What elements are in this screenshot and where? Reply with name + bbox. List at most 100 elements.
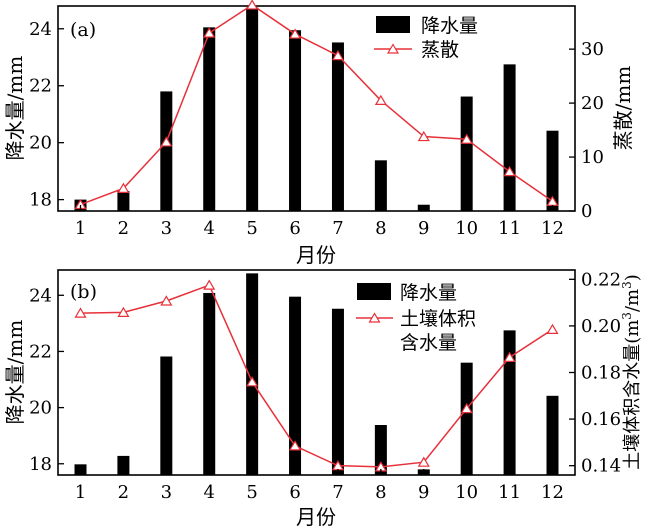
y-axis-title: 降水量/mm (3, 320, 27, 425)
x-axis-title: 月份 (296, 505, 336, 528)
x-tick-label: 8 (375, 482, 386, 503)
bars-precipitation (74, 7, 559, 212)
line-soil-water-content (74, 279, 559, 472)
y2-tick-label: 20 (581, 93, 604, 114)
y2-axis-title-mid: /m (622, 289, 643, 312)
y2-tick-label: 0.22 (581, 269, 621, 290)
point-8 (374, 94, 387, 106)
point-1 (74, 307, 87, 318)
point-4 (203, 27, 216, 38)
y2-axis-title-sup2: 3 (620, 281, 634, 289)
point-6 (288, 440, 302, 451)
x-tick-label: 2 (118, 482, 129, 503)
legend-label-soil-water-line2: 含水量 (400, 332, 457, 354)
x-axis-ticks: 1 2 3 4 5 6 7 8 9 10 11 12 (75, 205, 564, 239)
x-tick-label: 7 (332, 482, 343, 503)
x-tick-label: 12 (541, 218, 564, 239)
bar-3 (160, 356, 173, 475)
y2-tick-label: 30 (581, 39, 604, 60)
x-tick-label: 6 (289, 218, 300, 239)
x-tick-label: 10 (455, 218, 478, 239)
x-tick-label: 3 (161, 218, 172, 239)
y-tick-label: 20 (29, 133, 52, 154)
y2-axis-title: 土壤体积含水量(m3/m3) (620, 274, 643, 470)
y2-tick-label: 0 (581, 201, 592, 222)
y-tick-label: 18 (29, 190, 52, 211)
plot-frame (57, 5, 576, 212)
y2-tick-label: 0.20 (581, 316, 621, 337)
y-axis-right-ticks: 0 10 20 30 (569, 39, 604, 222)
y-tick-label: 24 (29, 19, 52, 40)
legend-label-evapotranspiration: 蒸散 (421, 39, 459, 61)
bar-2 (117, 455, 130, 475)
y-tick-label: 24 (29, 285, 52, 306)
x-tick-label: 11 (498, 482, 521, 503)
bar-8 (374, 425, 387, 475)
x-tick-label: 1 (75, 218, 86, 239)
point-11 (503, 351, 516, 362)
y2-tick-label: 10 (581, 147, 604, 168)
bar-12 (546, 395, 559, 475)
x-tick-label: 1 (75, 482, 86, 503)
x-tick-label: 4 (204, 218, 215, 239)
point-12 (546, 323, 559, 335)
point-10 (460, 133, 473, 144)
point-4 (203, 279, 216, 290)
y-axis-left-ticks: 18 20 22 24 (29, 285, 64, 475)
bar-4 (203, 293, 216, 475)
line-evapotranspiration (74, 0, 559, 210)
x-tick-label: 8 (375, 218, 386, 239)
point-3 (160, 295, 173, 306)
panel-label: (a) (70, 19, 96, 41)
y-tick-label: 22 (29, 76, 52, 97)
x-axis-ticks: 1 2 3 4 5 6 7 8 9 10 11 12 (75, 469, 564, 503)
x-tick-label: 5 (246, 482, 257, 503)
y2-axis-title-end: ) (622, 274, 643, 281)
legend-label-precipitation: 降水量 (400, 282, 457, 304)
bars-precipitation (74, 273, 559, 475)
legend-marker-soil-water (368, 312, 381, 323)
legend: 降水量 蒸散 (374, 15, 478, 61)
y2-tick-label: 0.16 (581, 409, 621, 430)
y-axis-title: 降水量/mm (3, 56, 27, 161)
point-5 (246, 376, 259, 387)
bar-6 (289, 30, 302, 212)
y2-axis-title: 蒸散/mm (611, 66, 635, 151)
point-6 (288, 28, 302, 39)
y-tick-label: 18 (29, 454, 52, 475)
x-tick-label: 3 (161, 482, 172, 503)
x-tick-label: 11 (498, 218, 521, 239)
series-line (80, 4, 553, 206)
legend-label-soil-water-line1: 土壤体积 (400, 308, 476, 330)
x-tick-label: 5 (246, 218, 257, 239)
legend-marker-evapotranspiration (386, 43, 400, 54)
bar-7 (331, 42, 344, 211)
bar-6 (289, 296, 302, 475)
bar-5 (246, 273, 259, 475)
y-axis-left-ticks: 18 20 22 24 (29, 19, 64, 211)
y-axis-right-ticks: 0.14 0.16 0.18 0.20 0.22 (569, 269, 621, 477)
point-2 (117, 306, 130, 317)
x-tick-label: 4 (204, 482, 215, 503)
bar-5 (246, 7, 259, 211)
x-tick-label: 7 (332, 218, 343, 239)
point-9 (417, 456, 430, 467)
point-2 (117, 182, 130, 193)
legend: 降水量 土壤体积 含水量 (356, 282, 476, 354)
x-axis-title: 月份 (296, 243, 336, 267)
x-tick-label: 10 (455, 482, 478, 503)
point-5 (246, 0, 259, 10)
legend-swatch-precipitation (376, 16, 410, 33)
point-3 (160, 136, 173, 147)
y-tick-label: 22 (29, 341, 52, 362)
point-7 (331, 49, 345, 61)
legend-label-precipitation: 降水量 (421, 15, 478, 37)
bar-8 (374, 160, 387, 211)
x-tick-label: 2 (118, 218, 129, 239)
y2-axis-title-sup1: 3 (620, 312, 634, 320)
point-9 (417, 130, 430, 142)
bar-2 (117, 191, 130, 211)
